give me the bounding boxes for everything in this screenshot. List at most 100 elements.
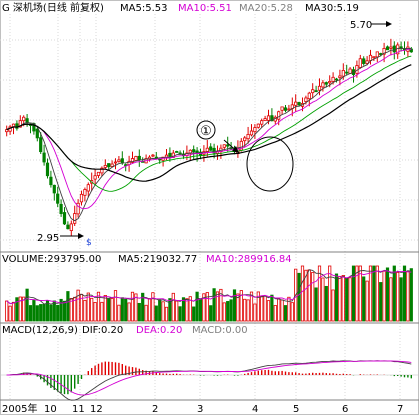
candle-body <box>45 162 50 177</box>
volume-bar <box>222 302 226 322</box>
dea-line <box>6 360 412 396</box>
candle-body <box>22 116 26 122</box>
volume-bar <box>117 304 121 322</box>
candle-body <box>209 146 213 151</box>
candle-body <box>42 152 46 163</box>
candle-body <box>69 223 73 231</box>
volume-bar <box>317 265 322 322</box>
candle-body <box>311 89 315 94</box>
candle-body <box>103 165 107 168</box>
volume-bar <box>42 304 46 322</box>
volume-bar <box>304 269 308 322</box>
candle-body <box>409 48 413 53</box>
candle-body <box>205 147 209 152</box>
low-price-label: 2.95 <box>37 233 59 244</box>
candle-body <box>134 156 138 161</box>
candle-body <box>192 149 196 153</box>
circle-number-badge <box>196 120 216 140</box>
volume-bar <box>147 298 152 322</box>
volume-bar <box>35 305 39 322</box>
volume-bar <box>277 298 281 322</box>
candle-body <box>124 164 128 167</box>
volume-bar <box>307 269 311 322</box>
candle-body <box>297 102 301 106</box>
volume-bars <box>5 265 413 322</box>
candle-body <box>328 81 332 84</box>
volume-ma5-line <box>6 269 412 305</box>
candle-body <box>25 118 29 124</box>
volume-bar <box>107 298 111 322</box>
volume-bar <box>402 265 407 322</box>
candle-body <box>375 51 379 58</box>
x-axis-label: 7 <box>397 404 403 415</box>
volume-bar <box>396 272 400 322</box>
volume-bar <box>113 290 118 322</box>
volume-bar <box>45 300 50 322</box>
candle-body <box>304 97 308 102</box>
volume-bar <box>253 303 257 322</box>
candle-body <box>338 75 342 79</box>
volume-bar <box>205 292 209 322</box>
volume-bar <box>334 273 339 322</box>
volume-bar <box>249 291 254 322</box>
volume-bar <box>59 298 63 322</box>
volume-bar <box>164 306 169 322</box>
ma30-line <box>6 64 412 182</box>
candle-body <box>385 46 390 51</box>
volume-bar <box>175 300 179 322</box>
volume-bar <box>103 295 107 322</box>
volume-bar <box>154 305 158 322</box>
volume-bar <box>372 265 376 322</box>
pointer-arrowhead <box>232 146 239 153</box>
volume-bar <box>25 288 29 322</box>
volume-bar <box>368 265 373 322</box>
volume-bar <box>328 265 332 322</box>
volume-bar <box>144 304 148 322</box>
candle-body <box>331 76 335 82</box>
candle-body <box>341 70 345 77</box>
candle-body <box>96 171 101 176</box>
volume-bar <box>86 292 90 322</box>
candle-body <box>263 118 267 122</box>
volume-bar <box>100 301 104 322</box>
ma20-line <box>6 55 412 192</box>
candle-body <box>56 193 60 204</box>
volume-bar <box>22 296 26 322</box>
volume-bar <box>375 265 379 322</box>
volume-bar <box>151 292 155 322</box>
candle-body <box>35 128 39 139</box>
x-axis-label: 5 <box>293 404 299 415</box>
candle-body <box>39 137 43 153</box>
stock-title: G 深机场(日线 前复权) <box>2 1 104 14</box>
x-axis-label: 3 <box>197 404 203 415</box>
candle-body <box>137 155 141 161</box>
candle-body <box>368 54 373 61</box>
candle-body <box>120 158 124 164</box>
x-axis-label: 6 <box>342 404 348 415</box>
volume-bar <box>198 298 203 322</box>
x-axis-label: 2005年 <box>2 402 37 415</box>
candle-body <box>151 154 155 157</box>
volume-bar <box>202 293 206 322</box>
volume-bar <box>321 277 325 322</box>
ma30-label: MA30:5.19 <box>305 3 359 14</box>
candle-body <box>117 159 121 163</box>
macd-value-label: MACD:0.00 <box>192 325 248 336</box>
x-axis-labels: 2005年 10 11 12 2 3 4 5 6 7 <box>2 402 403 415</box>
volume-bar <box>270 294 274 322</box>
candle-body <box>266 115 271 121</box>
high-price-arrowhead <box>386 21 392 27</box>
volume-bar <box>314 287 318 322</box>
volume-bar <box>96 291 101 322</box>
candle-body <box>66 224 70 230</box>
volume-bar <box>392 265 396 322</box>
candle-body <box>358 58 362 68</box>
volume-bar <box>226 301 230 322</box>
candle-body <box>222 144 226 148</box>
volume-bar <box>76 289 80 322</box>
volume-bar <box>15 297 19 322</box>
x-axis-label: 10 <box>44 404 57 415</box>
volume-bar <box>185 298 189 322</box>
candle-body <box>107 163 111 168</box>
